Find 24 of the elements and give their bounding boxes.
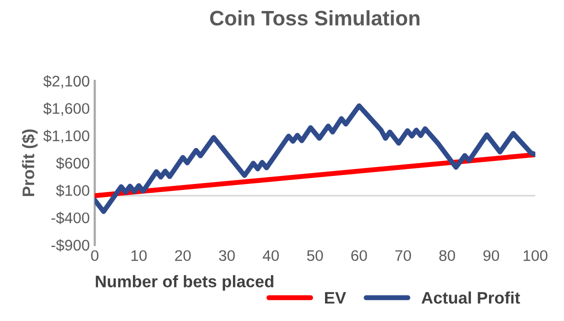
y-tick-label: -$900 [52, 239, 90, 252]
legend-label: Actual Profit [422, 291, 520, 304]
y-tick-label: $100 [56, 184, 90, 197]
x-tick-label: 0 [91, 250, 98, 262]
line-series [94, 103, 536, 214]
x-tick-label: 100 [524, 250, 548, 262]
x-tick-label: 90 [483, 250, 500, 262]
x-tick-label: 30 [218, 250, 235, 262]
x-axis-title: Number of bets placed [96, 275, 274, 291]
x-tick-label: 20 [175, 250, 191, 262]
y-tick-label: $1,600 [43, 102, 90, 116]
y-tick-label: $1,100 [43, 130, 90, 144]
x-tick-label: 40 [262, 250, 279, 262]
x-tick-label: 70 [395, 250, 411, 262]
chart-title: Coin Toss Simulation [210, 10, 420, 26]
y-tick-label: $2,100 [43, 75, 90, 88]
x-tick-label: 10 [131, 250, 147, 262]
y-tick-label: -$400 [52, 212, 90, 224]
x-tick-label: 80 [439, 250, 456, 262]
x-tick-label: 60 [351, 250, 367, 262]
y-axis-title: Profit ($) [22, 129, 38, 196]
legend-label: EV [325, 292, 346, 304]
y-tick-label: $600 [56, 157, 90, 170]
x-tick-label: 50 [307, 250, 323, 262]
